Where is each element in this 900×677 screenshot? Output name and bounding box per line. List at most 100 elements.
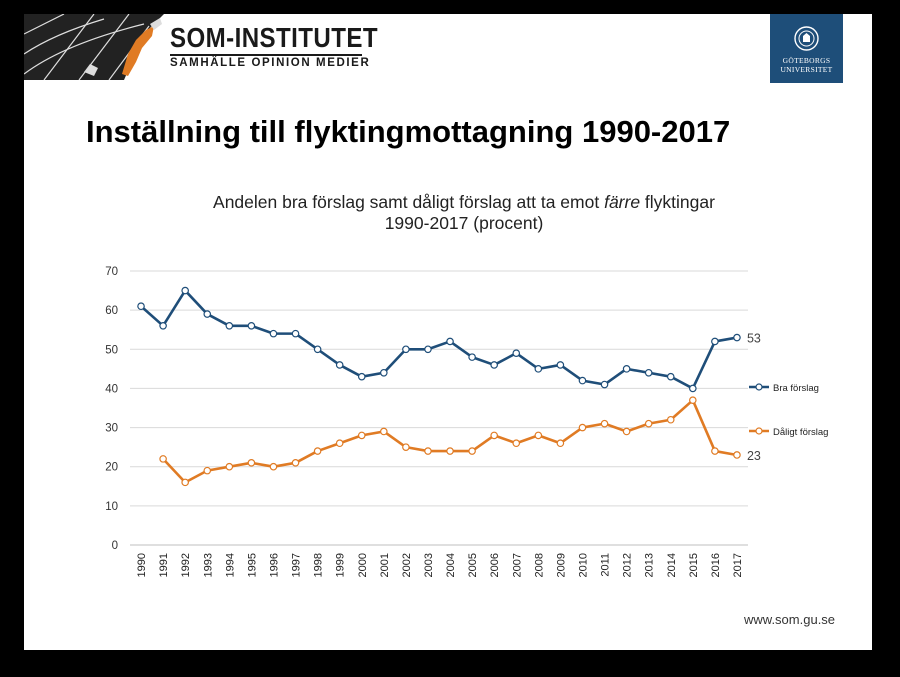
- y-tick-label: 40: [105, 383, 118, 395]
- x-tick-label: 2004: [445, 553, 457, 577]
- x-tick-label: 2017: [732, 553, 744, 577]
- legend-marker: [755, 383, 763, 391]
- x-tick-label: 2005: [467, 553, 479, 577]
- data-point: [711, 337, 719, 346]
- data-point: [380, 427, 388, 436]
- slide: SOM-INSTITUTET SAMHÄLLE OPINION MEDIER G…: [24, 14, 872, 650]
- chart-title-emphasis: färre: [604, 192, 641, 212]
- university-name: GÖTEBORGS UNIVERSITET: [780, 56, 833, 74]
- legend-marker: [755, 427, 763, 435]
- footer-url: www.som.gu.se: [744, 612, 836, 627]
- chart-title-line2: 1990-2017 (procent): [384, 213, 544, 233]
- data-point: [203, 466, 212, 475]
- data-point: [402, 443, 410, 451]
- data-point: [203, 310, 212, 318]
- brand-tagline: SAMHÄLLE OPINION MEDIER: [170, 57, 371, 69]
- y-tick-label: 50: [105, 344, 118, 356]
- x-tick-label: 1991: [158, 553, 170, 577]
- legend-label: Bra förslag: [773, 383, 819, 394]
- data-point: [335, 361, 344, 369]
- data-point: [644, 419, 653, 428]
- x-tick-label: 1998: [313, 553, 325, 577]
- som-logo-map-icon: [24, 14, 164, 80]
- data-point: [247, 321, 256, 330]
- data-point: [313, 447, 322, 455]
- brand-divider: [170, 54, 362, 56]
- data-point: [181, 286, 189, 295]
- x-tick-label: 2006: [489, 553, 501, 577]
- data-point: [424, 345, 432, 354]
- data-point: [711, 447, 719, 455]
- data-point: [689, 384, 697, 393]
- x-tick-label: 2011: [600, 553, 612, 577]
- x-tick-label: 1999: [335, 553, 347, 577]
- chart-title-part: flyktingar: [640, 192, 715, 212]
- chart-title: Andelen bra förslag samt dåligt förslag …: [194, 192, 734, 234]
- x-tick-label: 2007: [511, 553, 523, 577]
- data-point: [644, 368, 653, 377]
- data-point: [291, 458, 300, 467]
- data-point: [159, 455, 167, 463]
- x-tick-label: 1994: [224, 553, 236, 577]
- data-point: [600, 419, 609, 428]
- slide-title: Inställning till flyktingmottagning 1990…: [86, 114, 731, 149]
- data-point: [269, 329, 278, 338]
- data-point: [335, 439, 344, 448]
- x-tick-label: 2000: [357, 553, 369, 577]
- x-tick-label: 1995: [246, 553, 258, 577]
- x-tick-label: 2001: [379, 553, 391, 577]
- data-point: [534, 365, 543, 373]
- x-tick-label: 2012: [622, 553, 634, 577]
- y-tick-label: 20: [105, 462, 118, 474]
- university-seal-icon: [794, 26, 819, 51]
- data-point: [733, 451, 741, 459]
- data-point: [446, 337, 454, 346]
- x-tick-label: 1993: [202, 553, 214, 577]
- data-point: [137, 302, 145, 311]
- data-point: [357, 431, 366, 440]
- data-point: [225, 321, 234, 330]
- y-tick-label: 60: [105, 305, 118, 317]
- data-point: [380, 368, 388, 377]
- data-point: [357, 372, 366, 381]
- data-point: [666, 415, 675, 424]
- x-tick-label: 2016: [710, 553, 722, 577]
- data-point: [446, 447, 454, 455]
- series-line: [162, 398, 738, 484]
- data-point: [269, 462, 278, 471]
- data-point: [424, 447, 432, 455]
- line-chart: 0 10 20 30 40 50 60 70 1990 1991 1992 1993 1994 1995 1…: [105, 266, 828, 577]
- x-tick-label: 2008: [533, 553, 545, 577]
- chart-title-part: Andelen bra förslag samt dåligt förslag …: [213, 192, 605, 212]
- data-point: [689, 396, 697, 404]
- x-tick-label: 1996: [268, 553, 280, 577]
- x-tick-label: 2003: [423, 553, 435, 577]
- y-tick-label: 10: [105, 501, 118, 513]
- x-tick-label: 2009: [555, 553, 567, 577]
- data-point: [225, 462, 234, 471]
- data-point: [556, 361, 565, 369]
- data-point: [666, 372, 675, 381]
- legend-label: Dåligt förslag: [773, 427, 828, 438]
- data-point: [468, 447, 476, 455]
- x-tick-label: 2013: [644, 553, 656, 577]
- data-point: [733, 333, 741, 342]
- data-point: [181, 478, 189, 487]
- x-tick-label: 2014: [666, 553, 678, 577]
- data-point: [600, 380, 609, 389]
- y-tick-label: 0: [112, 540, 118, 552]
- y-tick-label: 30: [105, 423, 118, 435]
- data-label: 53: [747, 332, 761, 346]
- data-point: [402, 345, 410, 354]
- data-point: [622, 365, 631, 373]
- data-point: [556, 439, 565, 448]
- data-label: 23: [747, 449, 761, 463]
- data-point: [159, 321, 167, 330]
- x-tick-label: 2010: [577, 553, 589, 577]
- x-tick-label: 2015: [688, 553, 700, 577]
- data-point: [578, 423, 587, 432]
- x-tick-label: 1990: [136, 553, 148, 577]
- data-point: [247, 458, 256, 467]
- y-tick-label: 70: [105, 266, 118, 278]
- data-point: [490, 361, 498, 369]
